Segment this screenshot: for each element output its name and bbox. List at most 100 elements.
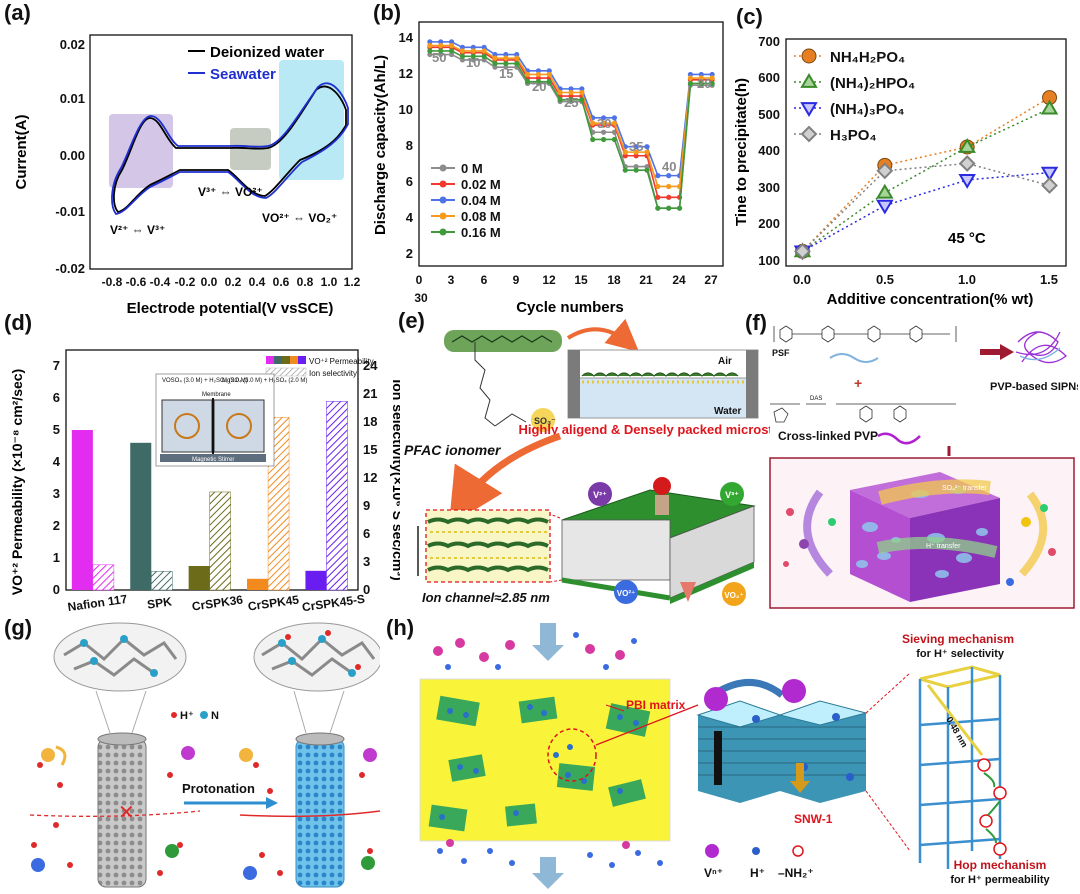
panel-label-b: (b) bbox=[373, 0, 402, 25]
legend-marker bbox=[800, 73, 818, 88]
pbi-label: PBI matrix bbox=[626, 698, 686, 712]
data-point bbox=[514, 51, 520, 58]
permeate-ions bbox=[437, 848, 663, 868]
y-tick: 600 bbox=[758, 70, 780, 85]
vanadium-ion-large bbox=[704, 687, 728, 711]
annotation-v3vo2: V³⁺ ⇔ VO²⁺ bbox=[198, 185, 263, 199]
y-tick-left: 6 bbox=[53, 390, 60, 405]
snw-stack bbox=[696, 700, 868, 803]
y-tick-right: 9 bbox=[363, 498, 370, 513]
blocked-mark: ✕ bbox=[118, 802, 135, 824]
series-line bbox=[801, 162, 1050, 252]
temperature-label: 45 °C bbox=[948, 230, 986, 247]
data-point bbox=[709, 80, 715, 87]
x-tick: 1.0 bbox=[321, 275, 338, 289]
y-tick: 100 bbox=[758, 253, 780, 268]
x-tick: 1.5 bbox=[1040, 272, 1058, 287]
data-point bbox=[590, 120, 596, 126]
sipn-network bbox=[1015, 331, 1067, 364]
crosslinked-label: Cross-linked PVP bbox=[778, 429, 878, 443]
channel-label: Ion channel≈2.85 nm bbox=[422, 590, 550, 605]
y-tick-left: 0 bbox=[53, 582, 60, 597]
legend-marker bbox=[800, 102, 818, 117]
x-tick: 24 bbox=[672, 273, 686, 287]
data-point bbox=[459, 44, 466, 50]
data-point bbox=[633, 149, 639, 155]
data-point bbox=[557, 97, 563, 103]
data-point bbox=[568, 89, 574, 96]
rate-label: 25 bbox=[564, 95, 578, 110]
data-point bbox=[709, 71, 715, 78]
rate-label: 35 bbox=[629, 139, 643, 154]
inset-right-solution: MgSO₄ (3.0 M) + H₂SO₄ (2.0 M) bbox=[222, 378, 307, 384]
data-point bbox=[557, 89, 563, 96]
panel-label-d: (d) bbox=[4, 310, 33, 335]
molecular-zoom-left bbox=[53, 622, 187, 692]
data-point bbox=[579, 86, 585, 92]
data-point bbox=[535, 75, 542, 81]
data-point bbox=[676, 205, 683, 211]
y-tick-right: 18 bbox=[363, 414, 377, 429]
x-axis-label: Additive concentration(% wt) bbox=[827, 291, 1034, 308]
y-tick: 300 bbox=[758, 180, 780, 195]
annotation-vo2vo2p: VO²⁺ ⇔ VO₂⁺ bbox=[262, 211, 337, 225]
y-axis-label-right: Ion selectivity(×10⁶ S sec/cm³) bbox=[390, 379, 400, 580]
plot-frame bbox=[418, 21, 724, 267]
x-axis-label: Electrode potential(V vsSCE) bbox=[127, 300, 334, 317]
psf-label: PSF bbox=[772, 348, 790, 358]
panel-g-protonation-schematic: H⁺ N ✕ Protonation bbox=[29, 622, 380, 888]
vanadium-ion bbox=[243, 866, 257, 880]
legend-h-dot bbox=[171, 712, 177, 718]
zoom-arrow bbox=[448, 432, 562, 526]
x-tick: 21 bbox=[639, 273, 653, 287]
x-tick: 15 bbox=[574, 273, 588, 287]
data-point bbox=[492, 60, 498, 67]
y-tick: 12 bbox=[399, 66, 413, 81]
vo2vo2p-region bbox=[279, 60, 344, 180]
data-point bbox=[666, 205, 672, 211]
panel-e-pfac-schematic: SO₃⁻ PFAC ionomer Air Water Highly alige… bbox=[404, 318, 770, 606]
panel-d-permeability-chart: 0 1 2 3 4 5 6 7 0 3 6 9 12 15 18 21 24 N… bbox=[9, 349, 400, 614]
data-point bbox=[448, 48, 455, 54]
legend-marker bbox=[439, 164, 447, 172]
x-tick: 30 bbox=[414, 291, 428, 305]
data-point bbox=[524, 79, 531, 85]
highlight-text: Highly aligend & Densely packed microstr… bbox=[518, 422, 770, 437]
data-point bbox=[514, 55, 520, 61]
x-tick: 0 bbox=[416, 273, 423, 287]
x-tick: 3 bbox=[448, 273, 455, 287]
legend-label: (NH₄)₂HPO₄ bbox=[830, 75, 915, 92]
vanadium-ion-large bbox=[782, 679, 806, 703]
ion-vo2-label: VO²⁺ bbox=[617, 589, 635, 598]
series-line bbox=[801, 96, 1050, 252]
y-tick-right: 3 bbox=[363, 554, 370, 569]
series-seawater bbox=[111, 82, 349, 215]
air-label: Air bbox=[718, 356, 732, 367]
data-point bbox=[535, 68, 542, 74]
legend-nh2: –NH₂⁺ bbox=[778, 866, 814, 880]
feed-arrow-head bbox=[532, 645, 564, 661]
zoom-circle bbox=[547, 728, 597, 782]
arrow-head bbox=[1000, 344, 1014, 360]
panel-c-precipitate-chart: 100 200 300 400 500 600 700 0.0 0.5 1.0 … bbox=[733, 34, 1067, 308]
x-tick: 6 bbox=[481, 273, 488, 287]
legend-nh2-dot bbox=[792, 845, 804, 857]
legend-label: 0 M bbox=[461, 161, 483, 176]
panel-b-capacity-chart: 2 4 6 8 10 12 14 0 3 6 9 12 15 18 21 24 … bbox=[372, 21, 724, 316]
y-tick: -0.01 bbox=[55, 204, 85, 219]
data-point bbox=[655, 205, 661, 211]
y-tick-right: 6 bbox=[363, 526, 370, 541]
x-tick: -0.6 bbox=[126, 275, 147, 289]
legend-marker bbox=[439, 228, 447, 236]
data-point bbox=[503, 60, 509, 67]
data-point bbox=[633, 144, 639, 150]
data-point bbox=[687, 75, 694, 81]
membrane-protons bbox=[439, 704, 639, 820]
proton-path-blocked bbox=[29, 810, 201, 817]
h-label: H⁺ transfer bbox=[926, 542, 961, 550]
water-molecule bbox=[653, 477, 671, 495]
data-point bbox=[600, 120, 607, 126]
y-tick-right: 24 bbox=[363, 358, 378, 373]
data-point bbox=[655, 194, 661, 200]
legend-h: H⁺ bbox=[750, 866, 765, 880]
